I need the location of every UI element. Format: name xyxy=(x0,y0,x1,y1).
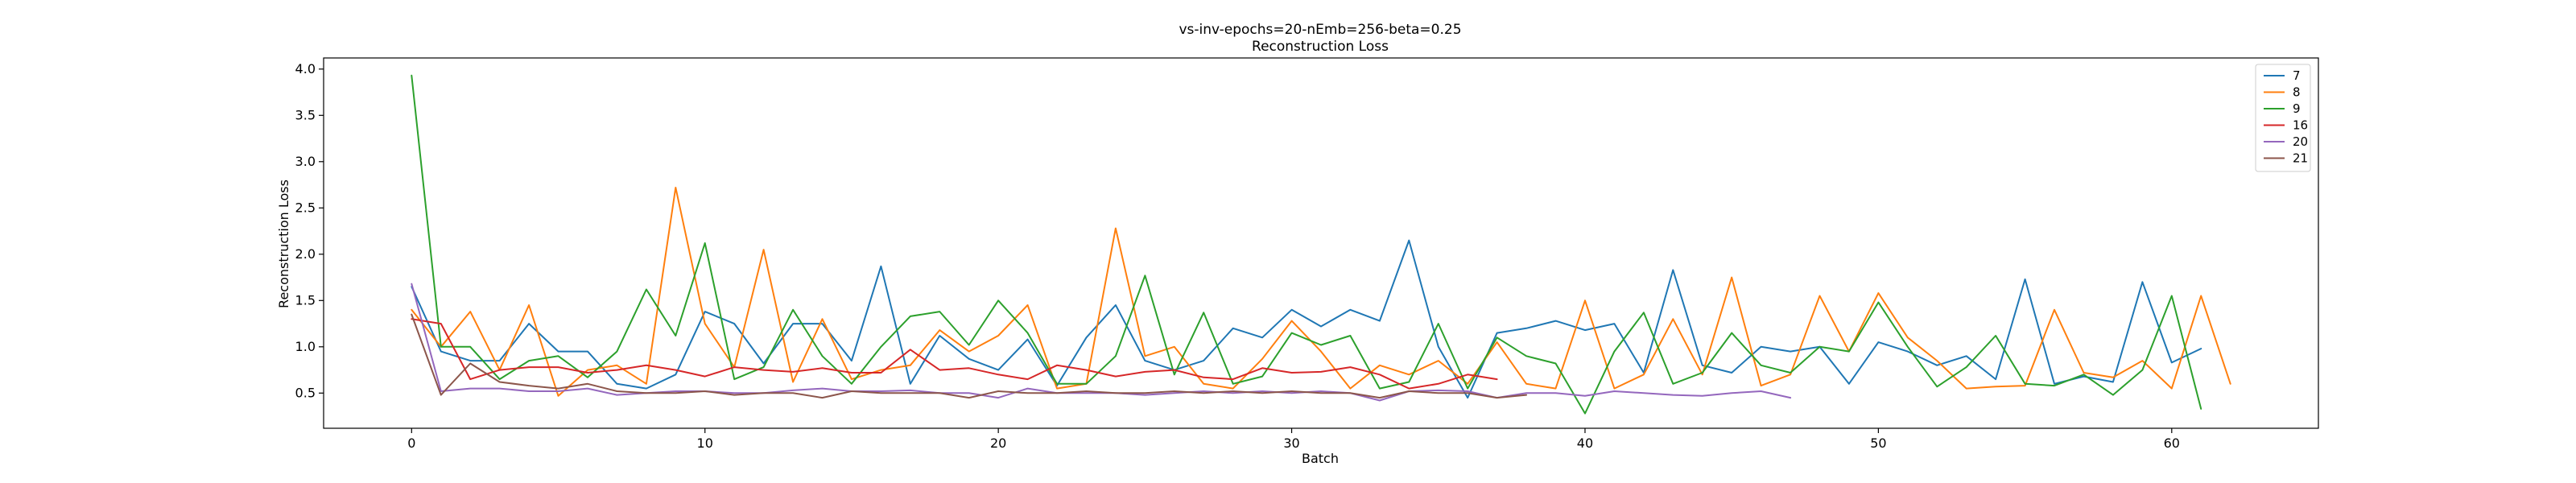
series-lines xyxy=(411,74,2231,415)
series-line-7 xyxy=(411,239,2202,399)
series-line-21 xyxy=(411,313,1528,399)
x-tick-label: 10 xyxy=(697,436,713,451)
series-line-8 xyxy=(411,187,2231,397)
y-tick-label: 3.5 xyxy=(295,107,316,122)
y-tick-label: 4.0 xyxy=(295,61,316,76)
y-tick-label: 2.5 xyxy=(295,200,316,215)
y-axis: 0.5 1.0 1.5 2.0 2.5 3.0 3.5 4.0 xyxy=(295,61,324,400)
y-tick-label: 0.5 xyxy=(295,385,316,400)
x-tick-label: 0 xyxy=(407,436,415,451)
plot-frame xyxy=(323,57,2319,429)
chart-title: vs-inv-epochs=20-nEmb=256-beta=0.25 xyxy=(1179,22,1461,38)
legend-label-16: 16 xyxy=(2293,118,2308,133)
series-line-16 xyxy=(411,318,1498,390)
legend-frame xyxy=(2255,64,2311,172)
series-line-9 xyxy=(411,74,2202,415)
y-tick-label: 3.0 xyxy=(295,154,316,169)
x-tick-label: 30 xyxy=(1283,436,1299,451)
legend-label-20: 20 xyxy=(2293,134,2308,149)
legend-label-9: 9 xyxy=(2293,101,2301,116)
y-tick-label: 1.5 xyxy=(295,292,316,308)
y-tick-label: 1.0 xyxy=(295,339,316,354)
legend-label-21: 21 xyxy=(2293,151,2308,166)
legend-label-8: 8 xyxy=(2293,85,2301,100)
x-axis: 0 10 20 30 40 50 60 xyxy=(407,428,2180,451)
legend-label-7: 7 xyxy=(2293,68,2301,83)
x-axis-label: Batch xyxy=(1302,451,1339,466)
x-tick-label: 20 xyxy=(990,436,1006,451)
x-tick-label: 50 xyxy=(1870,436,1886,451)
y-axis-label: Reconstruction Loss xyxy=(276,180,291,308)
y-tick-label: 2.0 xyxy=(295,246,316,262)
x-tick-label: 40 xyxy=(1577,436,1593,451)
x-tick-label: 60 xyxy=(2164,436,2180,451)
plot-area xyxy=(323,57,2319,429)
chart-subtitle: Reconstruction Loss xyxy=(1252,39,1389,55)
